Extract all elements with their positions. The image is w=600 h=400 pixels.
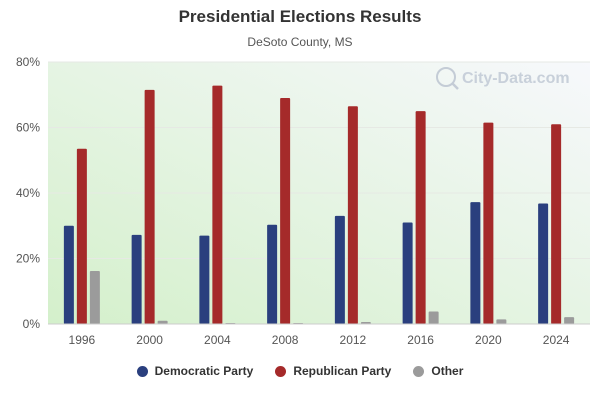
x-tick-label: 2000 [136, 333, 163, 347]
bar-republican-party-2012 [347, 106, 358, 325]
bar-republican-party-2016 [415, 111, 426, 324]
bar-democratic-party-2020 [470, 202, 481, 324]
bar-republican-party-2000 [144, 89, 155, 325]
bar-other-2016 [428, 311, 439, 324]
bar-democratic-party-2000 [131, 234, 142, 324]
legend-swatch-other [413, 365, 425, 377]
legend-item-republican[interactable]: Republican Party [275, 364, 391, 378]
y-tick-label: 80% [16, 55, 40, 69]
chart-title: Presidential Elections Results [178, 7, 422, 26]
bar-democratic-party-1996 [63, 225, 74, 324]
y-tick-label: 40% [16, 186, 40, 200]
watermark: City-Data.com [436, 67, 570, 90]
x-tick-label: 2008 [272, 333, 299, 347]
legend-swatch-democratic [136, 365, 148, 377]
legend-item-other[interactable]: Other [413, 364, 463, 378]
legend-label-democratic: Democratic Party [154, 364, 254, 378]
bar-republican-party-2020 [483, 122, 494, 325]
x-tick-label: 2012 [340, 333, 367, 347]
bar-other-2024 [564, 317, 575, 324]
x-tick-label: 2024 [543, 333, 570, 347]
chart-subtitle: DeSoto County, MS [247, 35, 353, 49]
x-tick-label: 2004 [204, 333, 231, 347]
bar-republican-party-1996 [76, 148, 87, 324]
legend-label-other: Other [431, 364, 464, 378]
x-axis: 1996 2000 2004 2008 2012 2016 2020 2024 [48, 323, 590, 347]
bar-other-2000 [157, 320, 168, 324]
bar-other-1996 [89, 270, 100, 324]
legend: Democratic Party Republican Party Other [0, 364, 600, 378]
bar-republican-party-2004 [212, 85, 223, 324]
bar-democratic-party-2016 [402, 222, 413, 324]
bars [63, 85, 575, 325]
bar-republican-party-2008 [280, 98, 291, 325]
y-tick-label: 0% [23, 317, 41, 331]
bar-republican-party-2024 [551, 124, 562, 324]
legend-item-democratic[interactable]: Democratic Party [136, 364, 254, 378]
legend-swatch-republican [275, 365, 287, 377]
x-tick-label: 1996 [69, 333, 96, 347]
bar-democratic-party-2008 [267, 224, 278, 324]
watermark-text: City-Data.com [462, 70, 570, 87]
x-tick-label: 2016 [407, 333, 434, 347]
bar-other-2020 [496, 319, 507, 324]
legend-label-republican: Republican Party [293, 364, 392, 378]
bar-democratic-party-2024 [538, 203, 549, 324]
x-tick-label: 2020 [475, 333, 502, 347]
y-axis: 0% 20% 40% 60% 80% [16, 55, 40, 331]
y-tick-label: 20% [16, 252, 40, 266]
bar-democratic-party-2004 [199, 235, 210, 324]
bar-democratic-party-2012 [334, 215, 345, 324]
y-tick-label: 60% [16, 121, 40, 135]
